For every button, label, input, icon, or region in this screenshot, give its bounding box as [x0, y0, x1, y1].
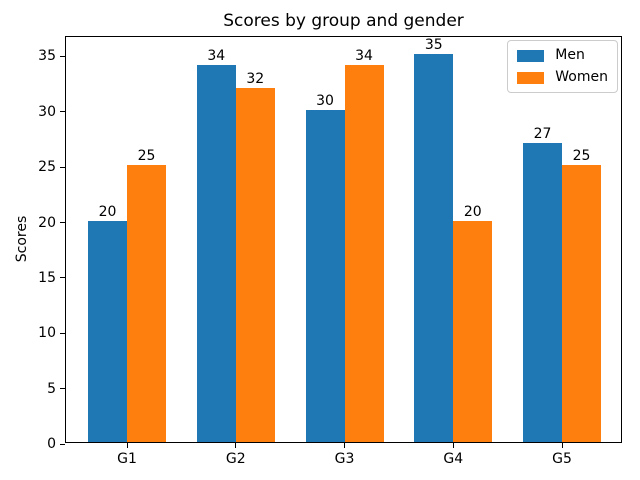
y-tick-label-20: 20	[38, 214, 56, 231]
y-tick-0	[60, 443, 65, 445]
x-tick-g3	[344, 443, 345, 448]
x-tick-label-g3: G3	[334, 451, 355, 467]
x-tick-g5	[561, 443, 563, 448]
y-tick-label-15: 15	[38, 269, 56, 286]
y-tick-label-30: 30	[38, 103, 56, 120]
x-tick-g4	[452, 443, 454, 448]
y-tick-35	[60, 55, 65, 57]
legend-swatch-women	[517, 71, 545, 84]
legend-label-women: Women	[555, 69, 608, 85]
bar-women-g2	[235, 87, 275, 442]
y-tick-25	[60, 166, 65, 168]
y-tick-label-5: 5	[47, 380, 56, 397]
bar-value-label-men-g2: 34	[207, 48, 226, 65]
plot-area: 20 25 34 32 30 34 35 20 27 25 G1 G2 G3 G4 G5 0 5 10 15 20 2…	[38, 36, 622, 467]
y-tick-20	[60, 222, 65, 223]
bar-value-label-men-g5: 27	[533, 125, 552, 142]
bar-value-label-men-g1: 20	[98, 203, 117, 220]
x-tick-label-g2: G2	[225, 451, 246, 467]
bar-women-g5	[562, 165, 601, 442]
bar-men-g5	[523, 142, 562, 442]
x-tick-label-g4: G4	[443, 451, 464, 467]
bar-value-label-women-g2: 32	[246, 70, 265, 87]
x-tick-g2	[235, 443, 237, 448]
bar-men-g3	[305, 109, 345, 442]
y-tick-label-35: 35	[38, 48, 56, 65]
y-tick-5	[60, 388, 65, 390]
bar-women-g1	[127, 165, 166, 442]
y-tick-label-25: 25	[38, 159, 56, 176]
x-tick-label-g1: G1	[117, 451, 137, 467]
bar-men-g1	[88, 220, 127, 442]
bar-men-g4	[414, 54, 454, 442]
x-tick-label-g5: G5	[552, 451, 572, 467]
bar-value-label-men-g4: 35	[424, 37, 443, 54]
bar-women-g3	[344, 65, 384, 442]
bar-men-g2	[196, 65, 236, 442]
bar-women-g4	[453, 220, 493, 442]
y-tick-label-0: 0	[47, 436, 56, 452]
y-tick-10	[60, 332, 65, 334]
legend-label-men: Men	[555, 47, 585, 63]
legend: Men Women	[507, 40, 618, 93]
x-tick-g1	[126, 443, 128, 448]
bar-value-label-women-g1: 25	[137, 148, 156, 165]
y-tick-label-10: 10	[38, 325, 56, 342]
y-tick-15	[60, 277, 65, 279]
legend-item-men: Men	[517, 48, 608, 63]
bar-value-label-men-g3: 30	[316, 92, 334, 109]
chart-title: Scores by group and gender	[223, 11, 464, 31]
bar-value-label-women-g3: 34	[355, 48, 373, 65]
legend-swatch-men	[517, 49, 545, 62]
legend-item-women: Women	[517, 70, 608, 85]
y-tick-30	[60, 111, 65, 113]
bar-value-label-women-g4: 20	[463, 203, 482, 220]
bar-value-label-women-g5: 25	[572, 148, 591, 165]
